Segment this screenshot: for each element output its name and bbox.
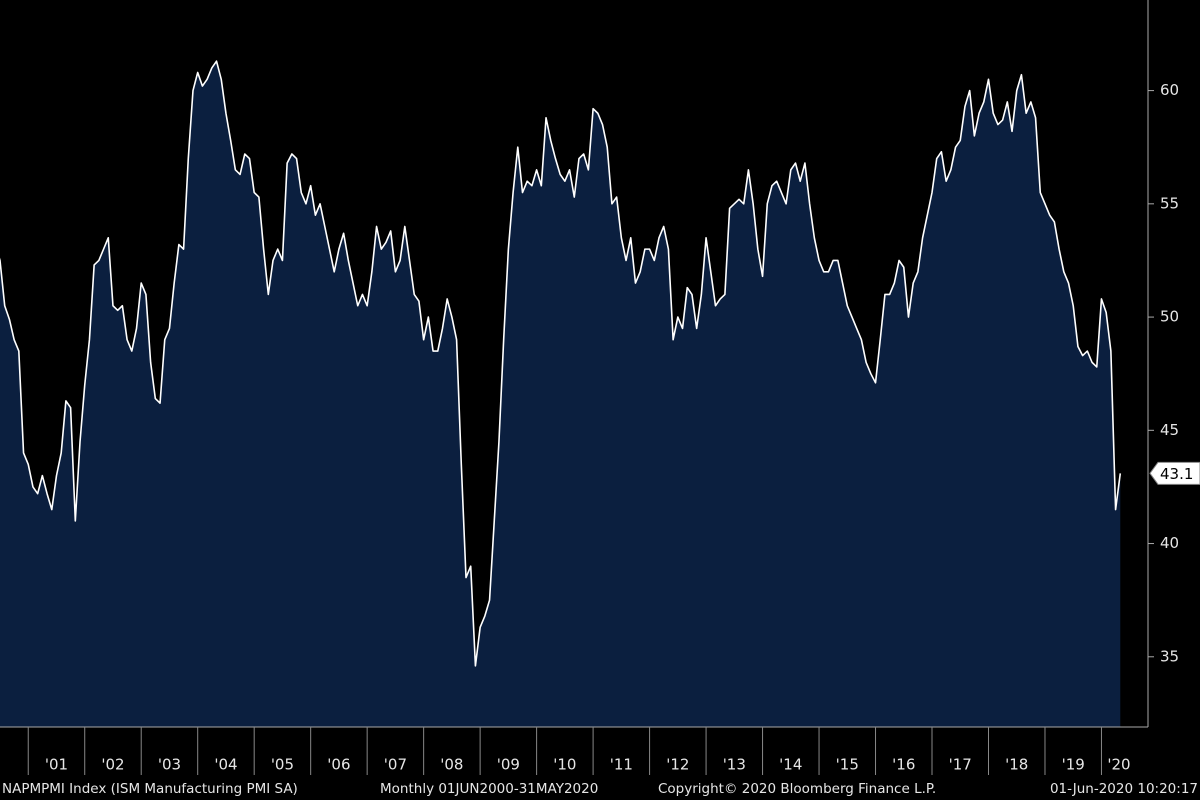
- x-tick-label: '17: [949, 756, 972, 774]
- x-tick-label: '09: [497, 756, 520, 774]
- x-tick-label: '14: [779, 756, 802, 774]
- y-tick-label: 55: [1160, 194, 1179, 212]
- footer-range: Monthly 01JUN2000-31MAY2020: [380, 781, 598, 797]
- last-value-tag: [1149, 461, 1200, 485]
- x-tick-label: '13: [723, 756, 746, 774]
- x-tick-label: '05: [271, 756, 294, 774]
- x-tick-label: '20: [1107, 756, 1130, 774]
- y-tick-label: 50: [1160, 308, 1179, 326]
- x-tick-label: '06: [327, 756, 350, 774]
- x-tick-label: '02: [101, 756, 124, 774]
- footer-timestamp: 01-Jun-2020 10:20:17: [1050, 781, 1198, 797]
- y-tick-label: 35: [1160, 647, 1179, 665]
- y-tick-label: 40: [1160, 534, 1179, 552]
- footer-copyright: Copyright© 2020 Bloomberg Finance L.P.: [658, 781, 936, 797]
- x-tick-label: '07: [384, 756, 407, 774]
- area-fill: [0, 61, 1121, 727]
- line: [0, 60, 1122, 667]
- x-tick-label: '12: [666, 756, 689, 774]
- plot-area: [0, 60, 1122, 727]
- x-tick-label: '01: [45, 756, 68, 774]
- x-tick-label: '10: [553, 756, 576, 774]
- y-tick-label: 45: [1160, 421, 1179, 439]
- x-tick-label: '04: [214, 756, 237, 774]
- x-tick-label: '11: [610, 756, 633, 774]
- x-tick-label: '16: [892, 756, 915, 774]
- y-tick-label: 60: [1160, 81, 1179, 99]
- x-tick-label: '18: [1005, 756, 1028, 774]
- x-tick-label: '03: [158, 756, 181, 774]
- x-tick-label: '15: [836, 756, 859, 774]
- last-value-label: 43.1: [1160, 465, 1193, 483]
- x-tick-label: '08: [440, 756, 463, 774]
- x-tick-label: '19: [1062, 756, 1085, 774]
- footer-ticker: NAPMPMI Index (ISM Manufacturing PMI SA): [2, 781, 298, 797]
